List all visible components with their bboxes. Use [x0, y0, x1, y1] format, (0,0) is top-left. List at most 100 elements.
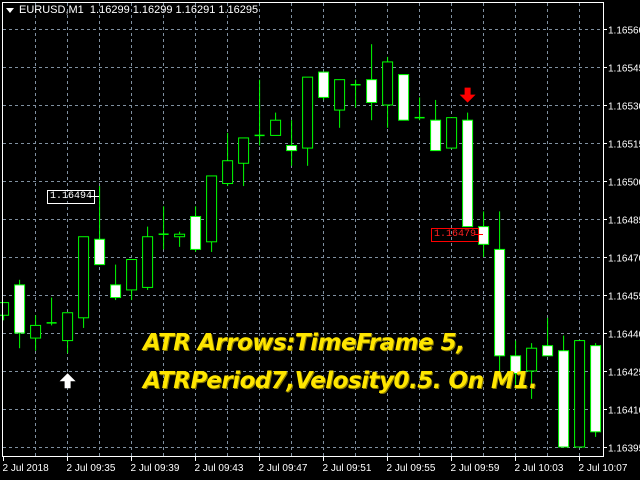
buy-arrow-up-icon: [59, 373, 76, 389]
candle-body: [494, 248, 506, 357]
candle-body: [0, 302, 10, 316]
indicator-note-line2: ATRPeriod7,Velosity0.5. On M1.: [143, 368, 538, 394]
candle-body: [222, 160, 234, 185]
price-tick-label: 1.16395: [608, 444, 640, 455]
candle: [222, 132, 234, 187]
candle-body: [78, 236, 90, 319]
candle: [398, 74, 410, 121]
price-tick-label: 1.16455: [608, 292, 640, 303]
low-price-label: 1.16479: [431, 228, 480, 242]
candle: [190, 206, 202, 252]
candle: [270, 112, 282, 136]
sell-arrow-down-icon: [459, 87, 476, 103]
candle-body: [542, 345, 554, 357]
candles: [0, 44, 602, 448]
candle: [542, 317, 554, 357]
candle: [590, 343, 602, 437]
price-tick-label: 1.16545: [608, 64, 640, 75]
candle: [46, 297, 57, 326]
candle-body: [270, 119, 282, 136]
candle: [382, 56, 394, 128]
candle: [174, 231, 186, 247]
candle: [158, 206, 169, 250]
candle-body: [398, 74, 410, 121]
candle: [350, 79, 361, 108]
candle-body: [286, 145, 298, 152]
chart-frame: [2, 2, 604, 457]
ohlc-values: 1.16299 1.16299 1.16291 1.16295: [89, 4, 259, 16]
signal-arrows: [59, 87, 476, 389]
candle: [126, 259, 138, 301]
candle-body: [334, 79, 346, 111]
candle: [94, 186, 106, 266]
high-price-label: 1.16494: [47, 190, 96, 204]
symbol-label: EURUSD,M1: [19, 4, 84, 16]
candle: [494, 211, 506, 379]
candle-body: [142, 236, 154, 288]
candle-body: [14, 284, 26, 334]
candle-body: [510, 355, 522, 375]
time-tick-label: 2 Jul 09:39: [131, 463, 180, 474]
time-tick-label: 2 Jul 09:59: [451, 463, 500, 474]
candle-body: [126, 259, 138, 291]
price-tick-label: 1.16485: [608, 216, 640, 227]
candle-body: [366, 79, 378, 103]
candle: [62, 312, 74, 354]
candle: [334, 79, 346, 128]
candle: [14, 279, 26, 349]
dropdown-triangle-icon[interactable]: [6, 7, 14, 13]
candle-body: [590, 345, 602, 433]
candle-body: [446, 117, 458, 149]
candle-body: [302, 76, 314, 149]
candle-body: [462, 119, 474, 228]
time-tick-label: 2 Jul 09:47: [259, 463, 308, 474]
candle: [142, 226, 154, 290]
candle: [238, 137, 250, 187]
price-tick-label: 1.16440: [608, 330, 640, 341]
candle-body: [526, 347, 538, 372]
candle: [286, 120, 298, 166]
candle-body: [430, 119, 442, 152]
candle: [206, 175, 218, 252]
candle: [318, 71, 330, 100]
price-tick-label: 1.16560: [608, 26, 640, 37]
candle-body: [30, 324, 42, 339]
candle-body: [382, 61, 394, 106]
time-tick-label: 2 Jul 10:03: [515, 463, 564, 474]
time-tick-label: 2 Jul 09:55: [387, 463, 436, 474]
candle: [302, 76, 314, 166]
candle-body: [318, 71, 330, 98]
indicator-note-line1: ATR Arrows:TimeFrame 5,: [143, 330, 465, 356]
candle-body: [206, 175, 218, 243]
candle: [254, 79, 265, 146]
candle: [510, 340, 522, 389]
candle: [366, 44, 378, 121]
price-tick-label: 1.16500: [608, 178, 640, 189]
candle-body: [110, 284, 122, 299]
candle-body: [62, 312, 74, 342]
price-tick-label: 1.16530: [608, 102, 640, 113]
candle: [110, 264, 122, 301]
price-tick-label: 1.16425: [608, 368, 640, 379]
time-tick-label: 2 Jul 09:43: [195, 463, 244, 474]
price-tick-label: 1.16410: [608, 406, 640, 417]
price-tick-label: 1.16470: [608, 254, 640, 265]
time-tick-label: 2 Jul 10:07: [579, 463, 628, 474]
candle: [446, 117, 458, 149]
candle-body: [190, 215, 202, 250]
time-tick-label: 2 Jul 09:35: [67, 463, 116, 474]
axes: 1.16560 1.16545 1.16530 1.16515 1.16500 1.164…: [3, 26, 640, 475]
candle-body: [478, 226, 490, 245]
candle-body: [238, 137, 250, 164]
candle-body: [94, 238, 106, 266]
time-tick-label: 2 Jul 2018: [3, 463, 50, 474]
candle: [30, 315, 42, 351]
candle: [574, 340, 586, 448]
candle-body: [174, 233, 186, 238]
candle-body: [574, 340, 586, 448]
candle: [430, 99, 442, 152]
candle: [526, 343, 538, 399]
chart-header: EURUSD,M1 1.16299 1.16299 1.16291 1.1629…: [6, 4, 258, 16]
candle: [414, 97, 425, 121]
